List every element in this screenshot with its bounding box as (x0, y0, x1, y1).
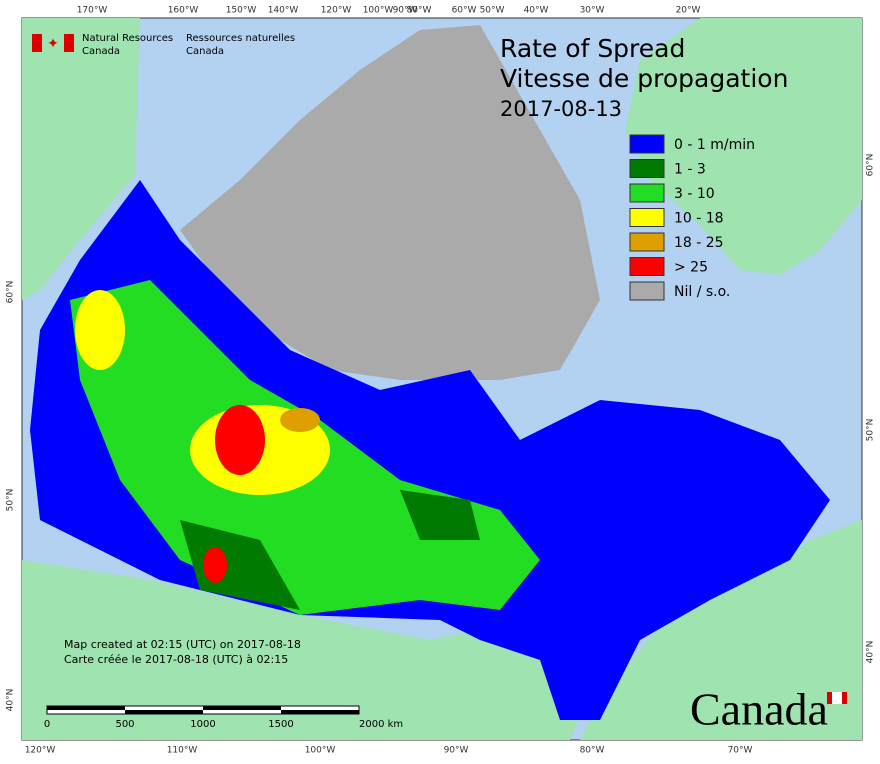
graticule-label: 70°W (728, 746, 753, 756)
dept-fr: Ressources naturelles (186, 33, 295, 44)
scale-label: 2000 km (359, 719, 403, 730)
graticule-label: 120°W (321, 6, 352, 16)
scale-segment (203, 706, 281, 710)
flag-bar (64, 34, 74, 52)
scale-segment (281, 710, 359, 714)
graticule-label: 40°N (866, 641, 876, 664)
legend-swatch (629, 281, 665, 301)
created-fr: Carte créée le 2017-08-18 (UTC) à 02:15 (64, 653, 288, 666)
graticule-label: 170°W (77, 6, 108, 16)
scale-segment (125, 710, 203, 714)
dept-en: Canada (82, 46, 120, 57)
dept-en: Natural Resources (82, 33, 173, 44)
scale-bar (46, 705, 360, 715)
nrcan-signature: ✦ Natural Resources Canada Ressources na… (32, 33, 295, 57)
graticule-label: 40°N (6, 689, 16, 712)
usa (22, 560, 590, 740)
graticule-label: 40°W (524, 6, 549, 16)
graticule-label: 160°W (168, 6, 199, 16)
date: 2017-08-13 (500, 97, 622, 121)
graticule-label: 110°W (167, 746, 198, 756)
arctic (180, 25, 600, 380)
graticule-label: 50°N (866, 419, 876, 442)
greenland (625, 18, 862, 275)
scale-label: 1500 (268, 719, 293, 730)
usa-east (580, 520, 862, 740)
flag-bar (32, 34, 42, 52)
dept-fr: Canada (186, 46, 224, 57)
spread-18-25 (280, 408, 320, 432)
graticule-label: 50°N (6, 489, 16, 512)
legend-label: 10 - 18 (674, 211, 724, 227)
maple-leaf: ✦ (47, 36, 59, 52)
legend-swatch (629, 159, 665, 178)
legend-label: 1 - 3 (674, 162, 706, 178)
title: Rate of Spread (500, 34, 685, 63)
graticule-label: 60°N (6, 281, 16, 304)
graticule-label: 150°W (226, 6, 257, 16)
created-en: Map created at 02:15 (UTC) on 2017-08-18 (64, 638, 301, 651)
spread-over-25 (203, 547, 227, 583)
scale-label: 500 (115, 719, 134, 730)
scale-label: 1000 (190, 719, 215, 730)
graticule-label: 90°W (444, 746, 469, 756)
scale-label: 0 (44, 719, 50, 730)
graticule-label: 120°W (25, 746, 56, 756)
graticule-label: 80°W (407, 6, 432, 16)
graticule-label: 100°W (363, 6, 394, 16)
graticule-label: 80°W (580, 746, 605, 756)
graticule-label: 60°N (866, 154, 876, 177)
wordmark: Canada (690, 684, 847, 735)
alaska (22, 18, 140, 300)
legend-label: > 25 (674, 260, 708, 276)
legend-label: 18 - 25 (674, 235, 724, 251)
legend-swatch (629, 134, 665, 154)
legend-swatch (629, 257, 665, 276)
wordmark-flag (832, 692, 842, 704)
graticule-label: 140°W (268, 6, 299, 16)
legend-swatch (629, 208, 665, 227)
wordmark-text: Canada (690, 684, 828, 735)
graticule-label: 50°W (480, 6, 505, 16)
spread-over-25 (215, 405, 265, 475)
legend-label: 3 - 10 (674, 186, 715, 202)
spread-1-3 (180, 490, 480, 610)
legend-swatch (629, 183, 665, 203)
graticule-label: 60°W (452, 6, 477, 16)
legend-label: 0 - 1 m/min (674, 137, 755, 153)
legend-swatch (629, 232, 665, 252)
legend-label: Nil / s.o. (674, 284, 730, 300)
spread-10-18 (75, 290, 125, 370)
title: Vitesse de propagation (500, 64, 788, 93)
scale-segment (47, 706, 125, 710)
graticule-label: 90°W (393, 6, 418, 16)
graticule-label: 20°W (676, 6, 701, 16)
graticule-label: 30°W (580, 6, 605, 16)
graticule-label: 100°W (305, 746, 336, 756)
land (22, 18, 862, 740)
